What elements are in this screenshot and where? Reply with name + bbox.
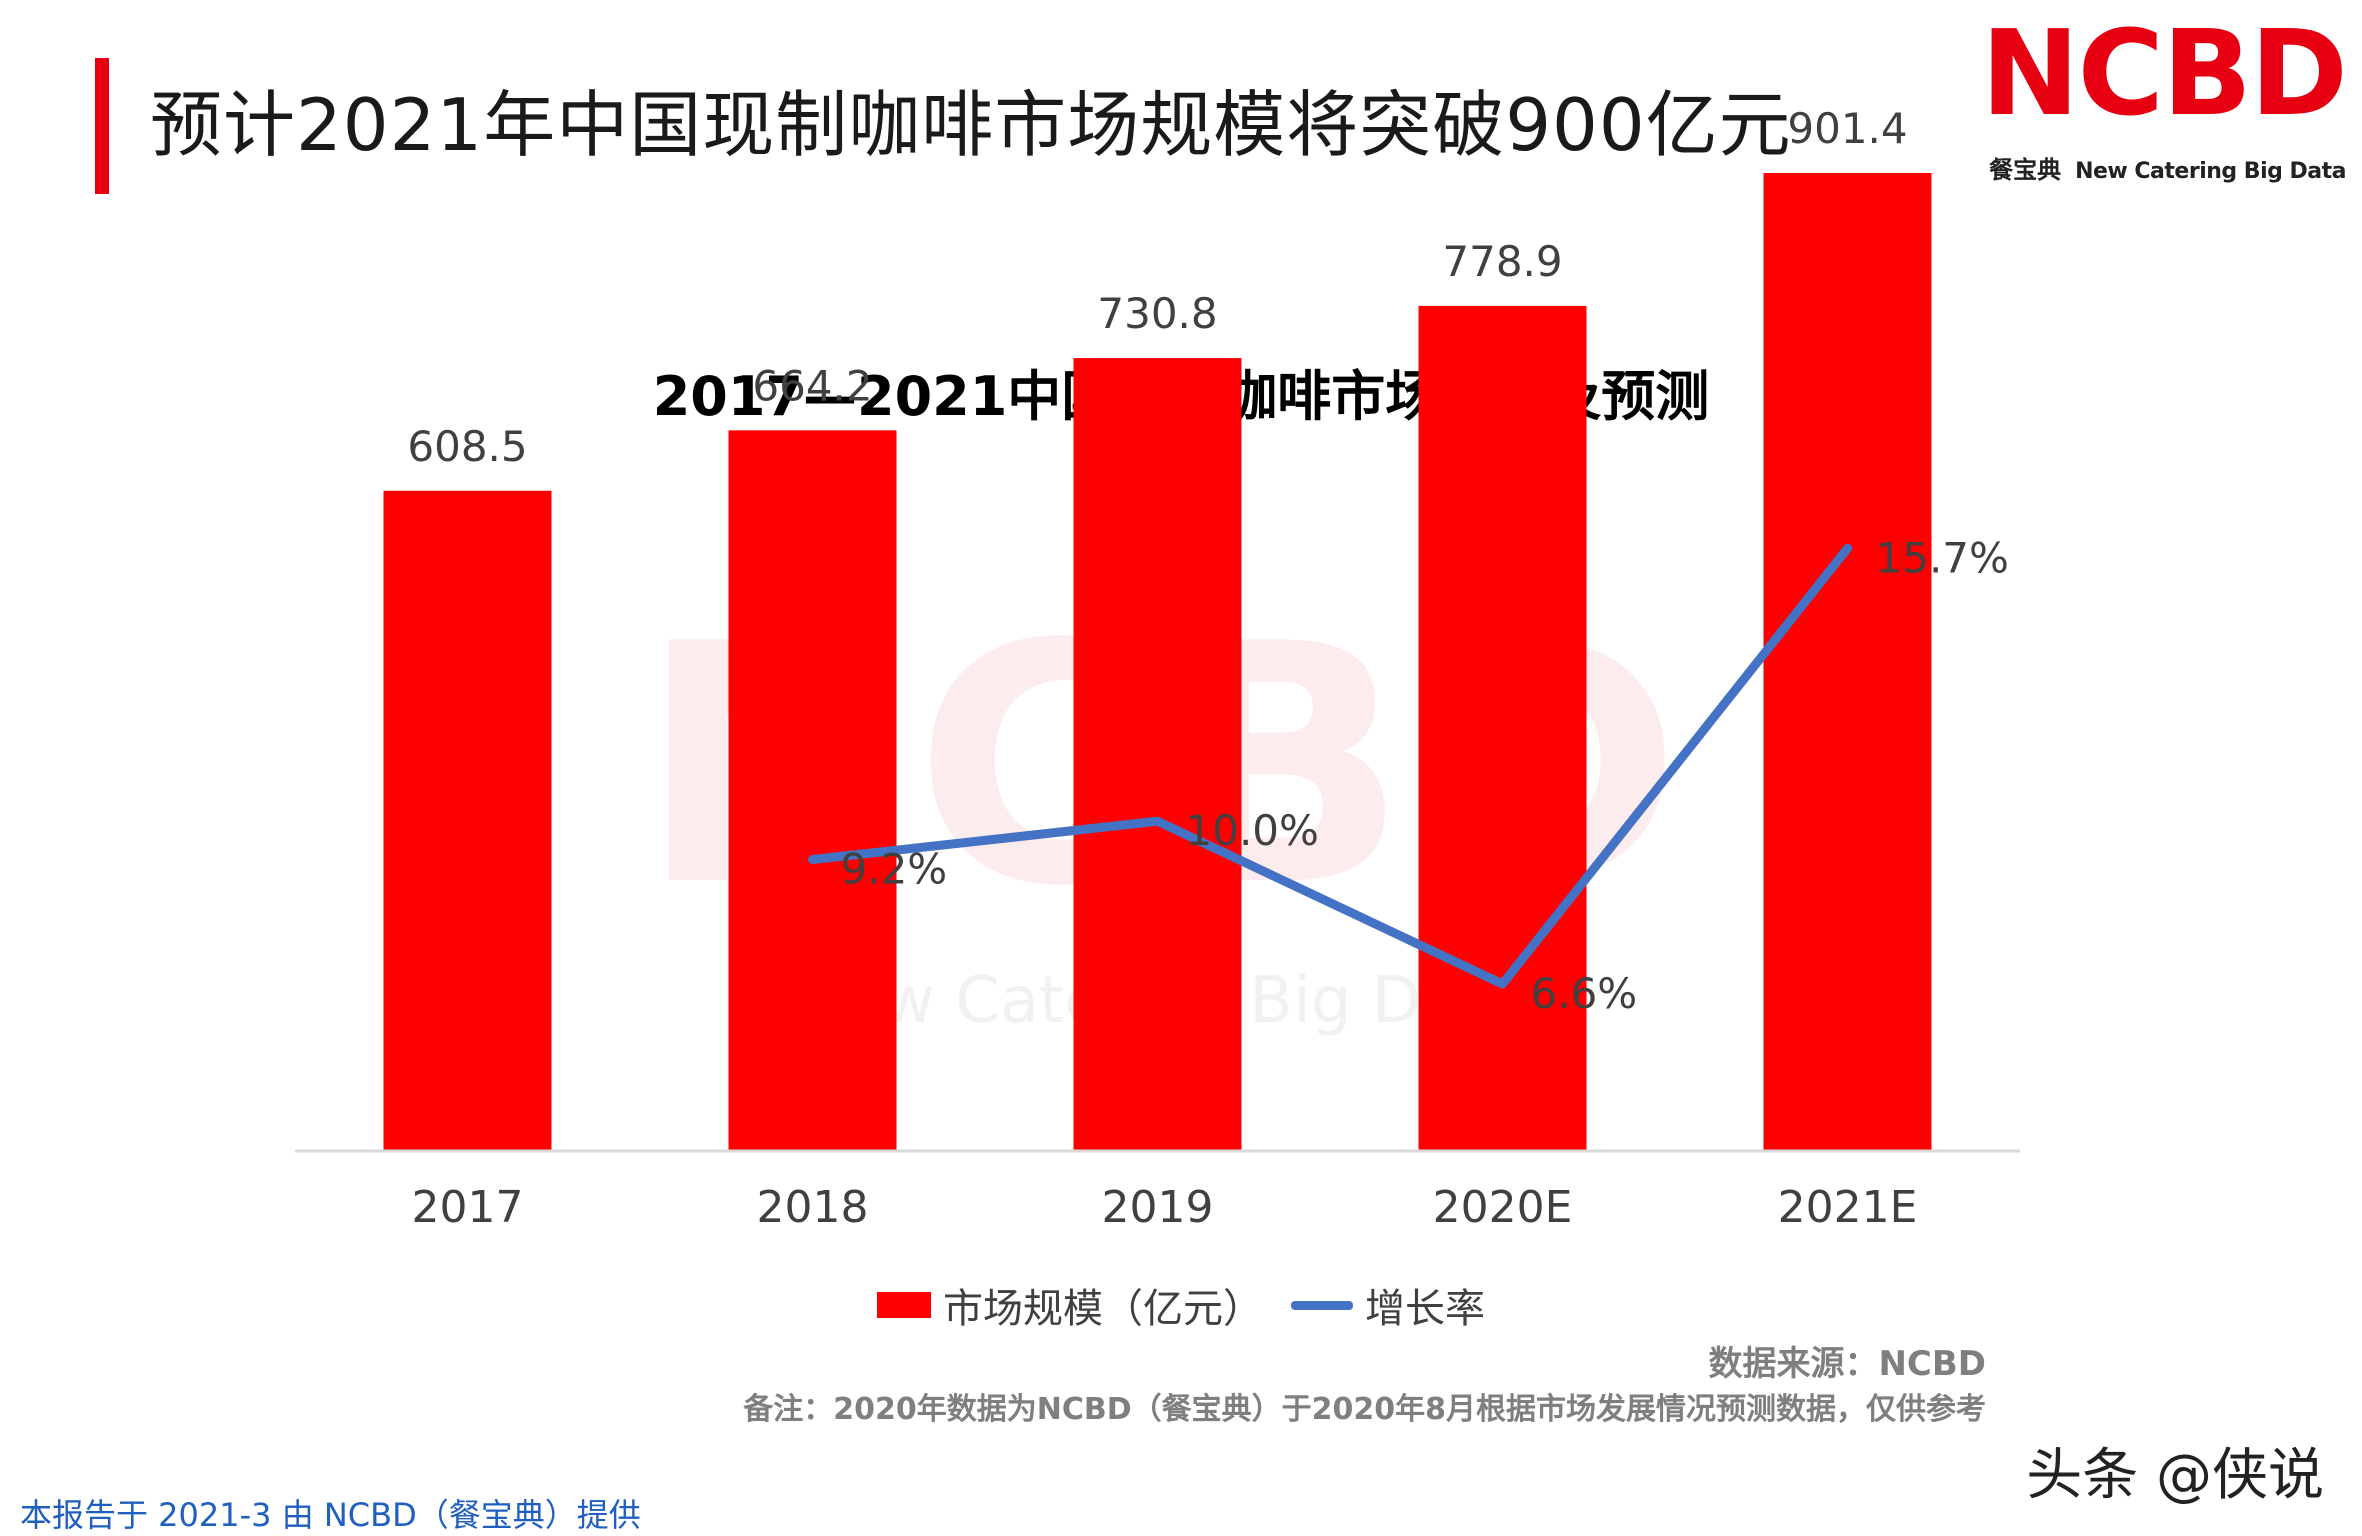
bar-label-2020E: 778.9 bbox=[1442, 237, 1562, 286]
legend-label-growth-rate: 增长率 bbox=[1365, 1286, 1485, 1332]
x-tick-2021E: 2021E bbox=[1778, 1182, 1918, 1233]
legend-label-market-size: 市场规模（亿元） bbox=[943, 1286, 1263, 1332]
bar-label-2021E: 901.4 bbox=[1787, 104, 1907, 153]
data-source: 数据来源：NCBD bbox=[1708, 1344, 1986, 1384]
x-tick-labels-group: 2017 2018 2019 2020E 2021E bbox=[412, 1182, 1918, 1233]
ncbd-logo: NCBD 餐宝典 New Catering Big Data bbox=[1981, 14, 2350, 184]
x-tick-2019: 2019 bbox=[1102, 1182, 1214, 1233]
bar-labels-group: 608.5 664.2 730.8 778.9 901.4 bbox=[407, 104, 1907, 471]
bar-2017 bbox=[383, 490, 552, 1152]
logo-subtitle: 餐宝典 New Catering Big Data bbox=[1989, 150, 2346, 185]
logo-mark: NCBD bbox=[1980, 4, 2348, 142]
legend-swatch-line bbox=[1291, 1300, 1353, 1310]
rate-label-2019: 10.0% bbox=[1186, 806, 1319, 855]
data-note: 备注：2020年数据为NCBD（餐宝典）于2020年8月根据市场发展情况预测数据… bbox=[743, 1392, 1986, 1427]
logo-cn: 餐宝典 bbox=[1989, 156, 2062, 184]
growth-rate-labels-group: 9.2% 10.0% 6.6% 15.7% bbox=[841, 533, 2009, 1018]
x-tick-2020E: 2020E bbox=[1433, 1182, 1573, 1233]
x-tick-2017: 2017 bbox=[412, 1182, 524, 1233]
chart-legend: 市场规模（亿元） 增长率 bbox=[0, 1276, 2362, 1334]
growth-rate-line bbox=[808, 543, 1852, 989]
rate-label-2020E: 6.6% bbox=[1531, 969, 1638, 1018]
logo-en: New Catering Big Data bbox=[2075, 159, 2346, 184]
author-credit: 头条 @侠说 bbox=[2026, 1443, 2324, 1508]
rate-label-2021E: 15.7% bbox=[1876, 533, 2009, 582]
report-footer: 本报告于 2021-3 由 NCBD（餐宝典）提供 bbox=[20, 1496, 641, 1534]
legend-item-market-size: 市场规模（亿元） bbox=[877, 1276, 1263, 1334]
legend-swatch-bar bbox=[877, 1292, 931, 1318]
bar-label-2017: 608.5 bbox=[407, 422, 527, 471]
slide-title: 预计2021年中国现制咖啡市场规模将突破900亿元 bbox=[150, 83, 1792, 167]
bar-2021E bbox=[1763, 172, 1932, 1151]
rate-label-2018: 9.2% bbox=[841, 845, 948, 894]
bar-2019 bbox=[1073, 358, 1242, 1151]
title-accent-bar bbox=[95, 58, 109, 194]
bar-2018 bbox=[728, 430, 897, 1151]
growth-rate-line-group bbox=[808, 543, 1852, 989]
bar-2020E bbox=[1418, 305, 1587, 1151]
bars-group bbox=[383, 172, 1932, 1152]
bar-label-2019: 730.8 bbox=[1097, 289, 1217, 338]
legend-item-growth-rate: 增长率 bbox=[1291, 1276, 1485, 1334]
x-tick-2018: 2018 bbox=[757, 1182, 869, 1233]
bar-label-2018: 664.2 bbox=[752, 361, 872, 410]
